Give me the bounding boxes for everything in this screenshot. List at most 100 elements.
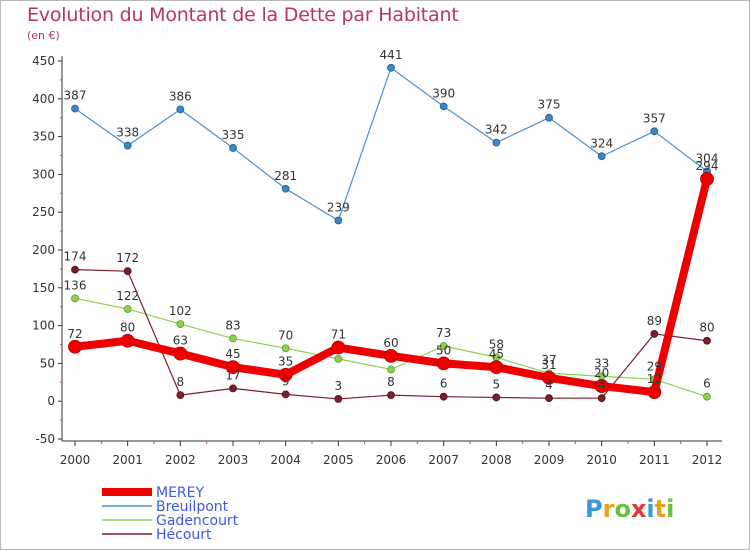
data-label-breuilpont: 357: [643, 111, 666, 125]
brand-letter: i: [666, 495, 674, 523]
data-point-gadencourt: [387, 365, 395, 374]
proxiti-logo: Proxiti: [585, 495, 674, 523]
data-point-merey: [594, 379, 609, 393]
data-point-breuilpont: [229, 144, 237, 152]
data-label-breuilpont: 335: [222, 128, 245, 142]
data-point-breuilpont: [650, 127, 659, 136]
data-point-breuilpont: [123, 141, 132, 150]
data-label-hcourt: 8: [387, 375, 395, 389]
data-label-gadencourt: 136: [64, 278, 87, 292]
data-point-merey: [68, 339, 82, 354]
y-tick-label: 400: [32, 92, 55, 106]
data-label-hcourt: 9: [282, 374, 290, 388]
data-label-gadencourt: 33: [594, 356, 609, 370]
data-label-merey: 72: [67, 327, 82, 341]
brand-letter: o: [614, 495, 631, 523]
data-label-breuilpont: 387: [64, 89, 87, 103]
data-label-breuilpont: 239: [327, 201, 350, 215]
data-point-hcourt: [281, 390, 290, 399]
y-tick-label: 0: [47, 394, 55, 408]
data-point-gadencourt: [71, 294, 79, 303]
data-label-breuilpont: 375: [538, 98, 561, 112]
data-labels: 3873383863352812394413903423753243573041…: [64, 48, 719, 393]
data-label-hcourt: 6: [440, 377, 448, 391]
series-layer: [68, 63, 714, 403]
data-label-gadencourt: 122: [116, 289, 139, 303]
x-tick-label: 2002: [165, 453, 196, 467]
data-point-hcourt: [492, 393, 501, 402]
legend-label-hcourt: Hécourt: [156, 527, 212, 543]
x-tick-label: 2006: [376, 453, 407, 467]
x-tick-label: 2003: [218, 453, 249, 467]
x-tick-label: 2001: [112, 453, 143, 467]
data-point-merey: [331, 340, 346, 355]
data-label-merey: 63: [173, 334, 188, 348]
data-label-gadencourt: 6: [703, 377, 711, 391]
y-tick-label: 250: [32, 205, 55, 219]
data-point-merey: [226, 360, 240, 375]
data-point-hcourt: [387, 391, 395, 400]
data-label-hcourt: 5: [493, 377, 501, 391]
data-label-breuilpont: 441: [380, 48, 403, 62]
x-tick-label: 2005: [323, 453, 354, 467]
x-tick-label: 2009: [534, 453, 565, 467]
data-point-breuilpont: [71, 104, 79, 113]
x-tick-label: 2010: [586, 453, 617, 467]
data-point-gadencourt: [703, 392, 711, 401]
data-point-gadencourt: [334, 354, 343, 363]
data-label-gadencourt: 70: [278, 328, 293, 342]
brand-text: Proxiti: [585, 495, 674, 523]
data-point-breuilpont: [439, 102, 448, 111]
data-point-breuilpont: [176, 105, 185, 114]
data-point-breuilpont: [334, 216, 343, 225]
legend-label-breuilpont: Breuilpont: [156, 499, 229, 515]
brand-letter: P: [585, 495, 603, 523]
y-tick-label: 150: [32, 281, 55, 295]
data-point-gadencourt: [439, 342, 448, 350]
data-point-merey: [120, 333, 135, 348]
data-label-merey: 50: [436, 343, 451, 357]
data-label-breuilpont: 390: [432, 86, 455, 100]
data-point-merey: [384, 348, 398, 363]
data-point-gadencourt: [281, 344, 290, 353]
data-point-breuilpont: [545, 113, 553, 122]
data-label-breuilpont: 304: [696, 151, 719, 165]
brand-letter: x: [631, 495, 647, 523]
data-point-hcourt: [176, 391, 185, 400]
data-point-hcourt: [439, 392, 448, 401]
data-point-merey: [436, 356, 451, 371]
data-point-hcourt: [71, 265, 79, 274]
data-label-hcourt: 172: [116, 251, 139, 265]
data-label-merey: 60: [383, 336, 398, 350]
data-label-merey: 71: [331, 328, 346, 342]
data-point-merey: [173, 346, 188, 361]
brand-letter: i: [646, 495, 654, 523]
data-label-hcourt: 3: [335, 379, 343, 393]
y-tick-label: 350: [32, 130, 55, 144]
data-point-merey: [542, 370, 556, 385]
x-tick-label: 2011: [639, 453, 670, 467]
legend-label-gadencourt: Gadencourt: [156, 513, 239, 529]
data-label-hcourt: 80: [699, 321, 714, 335]
data-label-hcourt: 4: [545, 378, 553, 392]
data-label-gadencourt: 29: [647, 359, 662, 373]
data-label-merey: 31: [541, 358, 556, 372]
data-point-merey: [700, 172, 714, 186]
x-tick-label: 2000: [60, 453, 91, 467]
data-label-breuilpont: 342: [485, 123, 508, 137]
y-tick-label: 50: [40, 356, 55, 370]
data-point-gadencourt: [176, 320, 185, 328]
data-point-hcourt: [334, 395, 343, 403]
data-point-breuilpont: [492, 138, 501, 147]
data-label-hcourt: 4: [598, 378, 606, 392]
x-tick-label: 2007: [428, 453, 459, 467]
data-label-gadencourt: 102: [169, 304, 192, 318]
data-label-merey: 35: [278, 355, 293, 369]
data-label-merey: 12: [647, 372, 662, 386]
data-label-gadencourt: 58: [489, 337, 504, 351]
data-point-hcourt: [650, 330, 659, 338]
legend-label-merey: MEREY: [156, 485, 204, 501]
